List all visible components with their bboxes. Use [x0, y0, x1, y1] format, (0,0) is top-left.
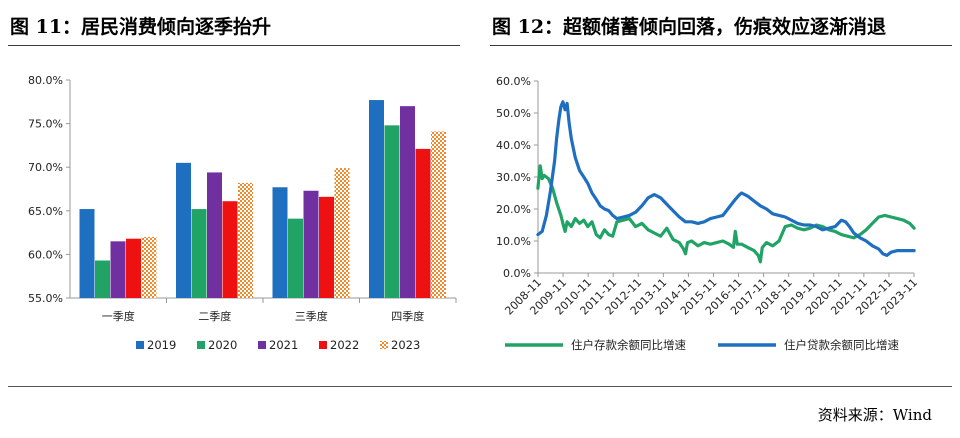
bar-2021-2 — [207, 172, 222, 298]
y-tick-label: 50.0% — [496, 107, 531, 120]
bar-2020-1 — [95, 260, 110, 298]
bar-2022-3 — [319, 196, 334, 298]
bar-2022-1 — [126, 238, 141, 298]
bar-2022-2 — [222, 201, 238, 298]
left-chart-title: 图 11：居民消费倾向逐季抬升 — [10, 16, 272, 38]
bar-2019-1 — [79, 209, 95, 298]
bar-2019-4 — [369, 100, 384, 298]
bar-2023-3 — [334, 168, 350, 298]
source-note: 资料来源：Wind — [817, 406, 932, 424]
x-category-label: 二季度 — [198, 309, 231, 323]
left-title-rule — [8, 45, 460, 46]
legend-label-2022: 2022 — [330, 338, 359, 352]
bar-2022-4 — [415, 148, 431, 298]
bar-2020-3 — [288, 218, 303, 298]
bar-2020-4 — [384, 125, 400, 299]
series-line-1 — [536, 164, 916, 264]
legend-label-2021: 2021 — [269, 338, 298, 352]
y-tick-label: 60.0% — [28, 248, 63, 261]
legend-label-2: 住户贷款余额同比增速 — [784, 338, 899, 352]
bar-2023-2 — [238, 182, 253, 298]
legend-swatch-2020 — [197, 341, 205, 349]
bar-2023-1 — [141, 236, 157, 298]
x-category-label: 四季度 — [391, 309, 424, 323]
bar-2021-3 — [303, 190, 319, 298]
x-category-label: 三季度 — [295, 309, 328, 323]
legend-swatch-2022 — [319, 341, 327, 349]
right-chart-title: 图 12：超额储蓄倾向回落，伤痕效应逐渐消退 — [492, 16, 887, 38]
footer-rule — [8, 386, 952, 387]
legend-swatch-2023 — [380, 341, 388, 349]
y-tick-label: 0.0% — [503, 267, 531, 280]
y-tick-label: 80.0% — [28, 74, 63, 87]
legend-swatch-2019 — [136, 341, 144, 349]
y-tick-label: 10.0% — [496, 235, 531, 248]
y-tick-label: 55.0% — [28, 292, 63, 305]
bar-chart: 55.0% 60.0% 65.0% 70.0% 75.0% 80.0% 一季度 二季度 三季度 四… — [28, 74, 457, 352]
y-tick-label: 30.0% — [496, 171, 531, 184]
legend-label-2020: 2020 — [208, 338, 237, 352]
bar-2021-1 — [110, 241, 126, 298]
legend-label-1: 住户存款余额同比增速 — [571, 338, 686, 352]
y-tick-label: 75.0% — [28, 118, 63, 131]
bar-2019-3 — [272, 187, 288, 298]
bar-2019-2 — [176, 162, 191, 298]
y-tick-label: 40.0% — [496, 139, 531, 152]
right-title-rule — [490, 45, 952, 46]
y-tick-label: 70.0% — [28, 161, 63, 174]
bar-2023-4 — [431, 131, 446, 298]
bar-2020-2 — [191, 209, 207, 298]
bar-2021-4 — [400, 106, 415, 298]
legend-label-2023: 2023 — [391, 338, 420, 352]
line-chart: 0.0%10.0%20.0%30.0%40.0%50.0%60.0%2008-1… — [496, 75, 920, 352]
x-category-label: 一季度 — [102, 309, 135, 323]
series-line-2 — [536, 100, 916, 257]
y-tick-label: 65.0% — [28, 205, 63, 218]
legend-label-2019: 2019 — [147, 338, 176, 352]
y-tick-label: 20.0% — [496, 203, 531, 216]
legend-swatch-2021 — [258, 341, 266, 349]
y-tick-label: 60.0% — [496, 75, 531, 88]
